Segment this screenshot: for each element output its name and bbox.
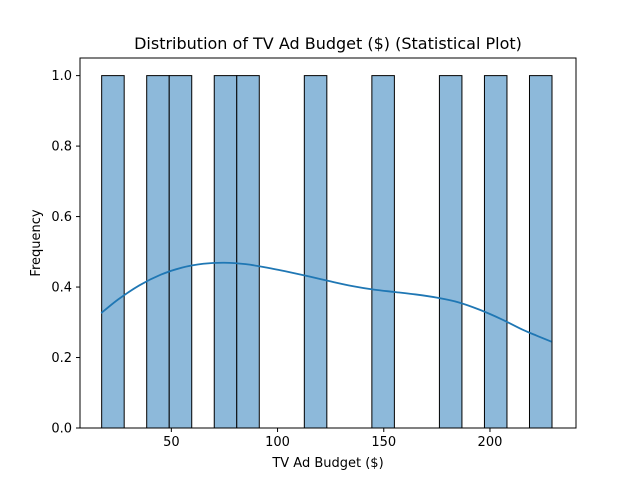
x-tick-label: 200 bbox=[478, 435, 503, 450]
histogram-bar-7 bbox=[438, 75, 463, 429]
x-axis-label: TV Ad Budget ($) bbox=[271, 456, 383, 471]
chart-title: Distribution of TV Ad Budget ($) (Statis… bbox=[134, 34, 522, 53]
y-axis-label: Frequency bbox=[29, 209, 44, 276]
x-tick-label: 100 bbox=[265, 435, 290, 450]
x-tick-label: 50 bbox=[163, 435, 180, 450]
histogram-bar-8 bbox=[483, 75, 508, 429]
y-tick-label: 0.8 bbox=[51, 140, 72, 155]
y-tick-label: 0.0 bbox=[51, 422, 72, 437]
histogram-bar-5 bbox=[303, 75, 328, 429]
y-axis: 0.0 0.2 0.4 0.6 0.8 1.0 bbox=[51, 69, 80, 437]
histogram-bar-4 bbox=[236, 75, 260, 429]
histogram-bars bbox=[101, 75, 553, 429]
histogram-bar-9 bbox=[528, 75, 553, 429]
kde-curve bbox=[100, 261, 552, 343]
y-tick-label: 0.4 bbox=[51, 281, 72, 296]
x-axis: 50 100 150 200 bbox=[163, 428, 502, 450]
x-tick-label: 150 bbox=[371, 435, 396, 450]
histogram-bar-3 bbox=[213, 75, 238, 429]
histogram-bar-6 bbox=[371, 75, 395, 429]
histogram-bar-1 bbox=[146, 75, 170, 429]
plot-frame bbox=[79, 57, 577, 429]
histogram-bar-0 bbox=[101, 75, 125, 429]
histogram-bar-2 bbox=[168, 75, 193, 429]
y-tick-label: 1.0 bbox=[51, 69, 72, 84]
y-tick-label: 0.6 bbox=[51, 210, 72, 225]
y-tick-label: 0.2 bbox=[51, 351, 72, 366]
